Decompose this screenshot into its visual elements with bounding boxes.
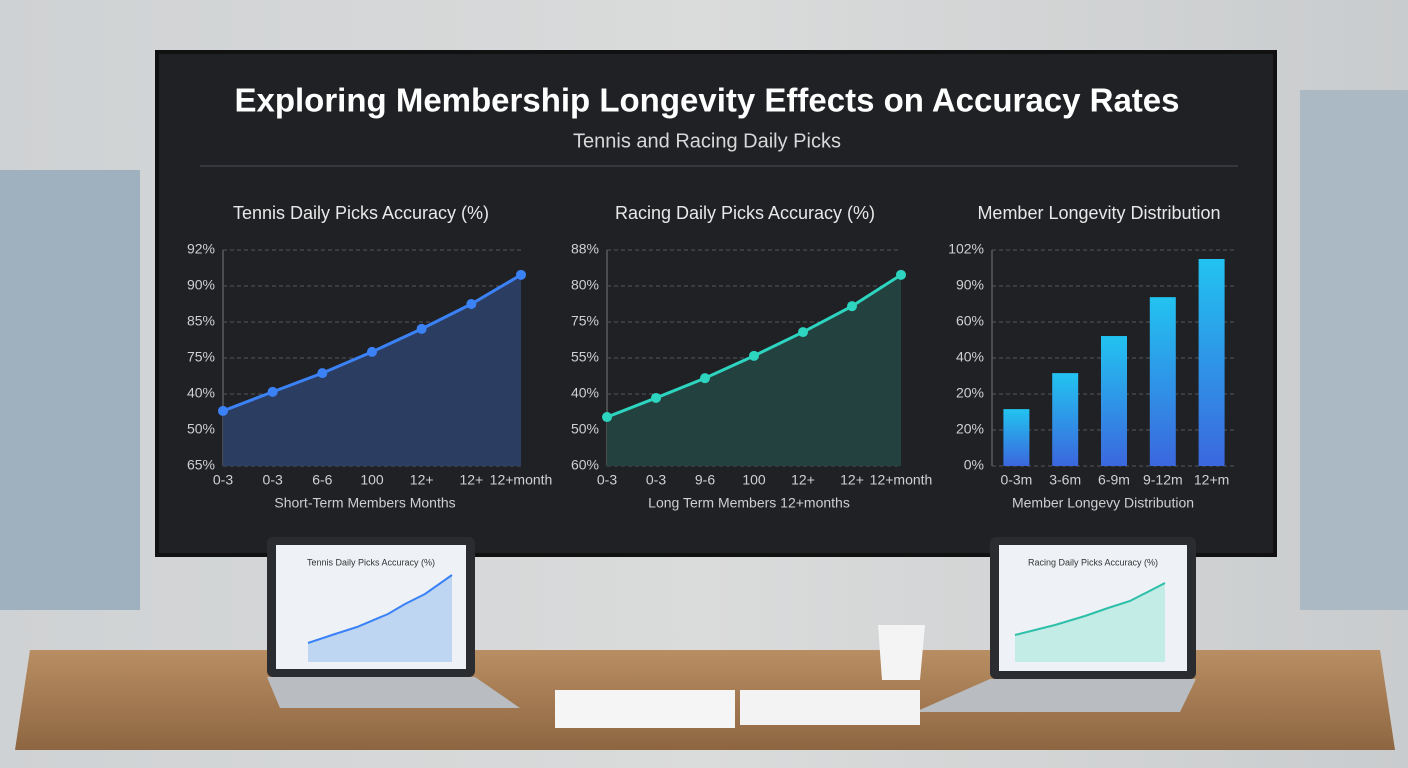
- screen: [155, 50, 1277, 557]
- x-axis-label: Short-Term Members Months: [274, 495, 455, 511]
- area: [223, 274, 521, 466]
- y-tick-label: 40%: [571, 385, 599, 401]
- y-tick-label: 50%: [571, 421, 599, 437]
- y-tick-label: 75%: [571, 313, 599, 329]
- y-tick-label: 92%: [187, 241, 215, 257]
- bar: [1149, 297, 1176, 466]
- x-tick-label: 0-3: [263, 472, 283, 488]
- x-axis-label: Member Longevy Distribution: [1012, 495, 1194, 511]
- point: [847, 301, 857, 312]
- y-tick-label: 88%: [571, 241, 599, 257]
- point: [700, 373, 710, 384]
- chart-title: Tennis Daily Picks Accuracy (%): [233, 203, 489, 223]
- point: [602, 412, 612, 423]
- paper: [740, 690, 920, 725]
- bar: [1052, 373, 1079, 466]
- point: [896, 269, 906, 280]
- y-tick-label: 40%: [187, 385, 215, 401]
- x-tick-label: 0-3: [646, 472, 666, 488]
- x-tick-label: 12+: [791, 472, 815, 488]
- window-left: [0, 170, 140, 610]
- laptop: Tennis Daily Picks Accuracy (%): [267, 537, 520, 708]
- paper: [555, 690, 735, 728]
- chart-title: Racing Daily Picks Accuracy (%): [615, 203, 875, 223]
- point: [367, 346, 377, 357]
- bar: [1101, 336, 1127, 466]
- x-tick-label: 12+: [840, 472, 864, 488]
- x-tick-label: 3-6m: [1049, 472, 1081, 488]
- y-tick-label: 85%: [187, 313, 215, 329]
- mug: [878, 625, 925, 680]
- y-tick-label: 75%: [187, 349, 215, 365]
- bar: [1198, 259, 1225, 466]
- x-tick-label: 0-3m: [1000, 472, 1032, 488]
- point: [516, 269, 526, 280]
- x-tick-label: 12+m: [1194, 472, 1229, 488]
- x-tick-label: 100: [742, 472, 766, 488]
- x-tick-label: 0-3: [597, 472, 617, 488]
- window-right: [1300, 90, 1408, 610]
- point: [798, 327, 808, 338]
- area: [607, 274, 901, 466]
- x-tick-label: 0-3: [213, 472, 233, 488]
- x-tick-label: 12+month: [870, 472, 933, 488]
- y-tick-label: 20%: [956, 385, 984, 401]
- y-tick-label: 65%: [187, 457, 215, 473]
- y-tick-label: 80%: [571, 277, 599, 293]
- x-tick-label: 100: [360, 472, 384, 488]
- laptop: Racing Daily Picks Accuracy (%): [915, 537, 1196, 712]
- x-tick-label: 9-6: [695, 472, 715, 488]
- y-tick-label: 90%: [187, 277, 215, 293]
- x-tick-label: 6-6: [312, 472, 332, 488]
- x-tick-label: 12+month: [490, 472, 553, 488]
- x-tick-label: 12+: [459, 472, 483, 488]
- y-tick-label: 0%: [964, 457, 984, 473]
- laptop-title: Racing Daily Picks Accuracy (%): [1028, 557, 1158, 567]
- y-tick-label: 60%: [956, 313, 984, 329]
- y-tick-label: 50%: [187, 421, 215, 437]
- y-tick-label: 102%: [948, 241, 984, 257]
- y-tick-label: 90%: [956, 277, 984, 293]
- x-tick-label: 9-12m: [1143, 472, 1183, 488]
- x-tick-label: 6-9m: [1098, 472, 1130, 488]
- y-tick-label: 40%: [956, 349, 984, 365]
- title: Exploring Membership Longevity Effects o…: [234, 82, 1179, 119]
- point: [416, 323, 427, 334]
- point: [317, 368, 328, 379]
- point: [651, 392, 661, 403]
- x-axis-label: Long Term Members 12+months: [648, 495, 850, 511]
- bar: [1003, 409, 1030, 466]
- point: [267, 386, 278, 397]
- y-tick-label: 20%: [956, 421, 984, 437]
- point: [218, 405, 228, 416]
- subtitle: Tennis and Racing Daily Picks: [573, 130, 841, 152]
- y-tick-label: 55%: [571, 349, 599, 365]
- laptop-title: Tennis Daily Picks Accuracy (%): [307, 557, 435, 567]
- x-tick-label: 12+: [410, 472, 434, 488]
- chart-title: Member Longevity Distribution: [977, 203, 1220, 223]
- point: [749, 350, 759, 361]
- point: [466, 299, 477, 309]
- y-tick-label: 60%: [571, 457, 599, 473]
